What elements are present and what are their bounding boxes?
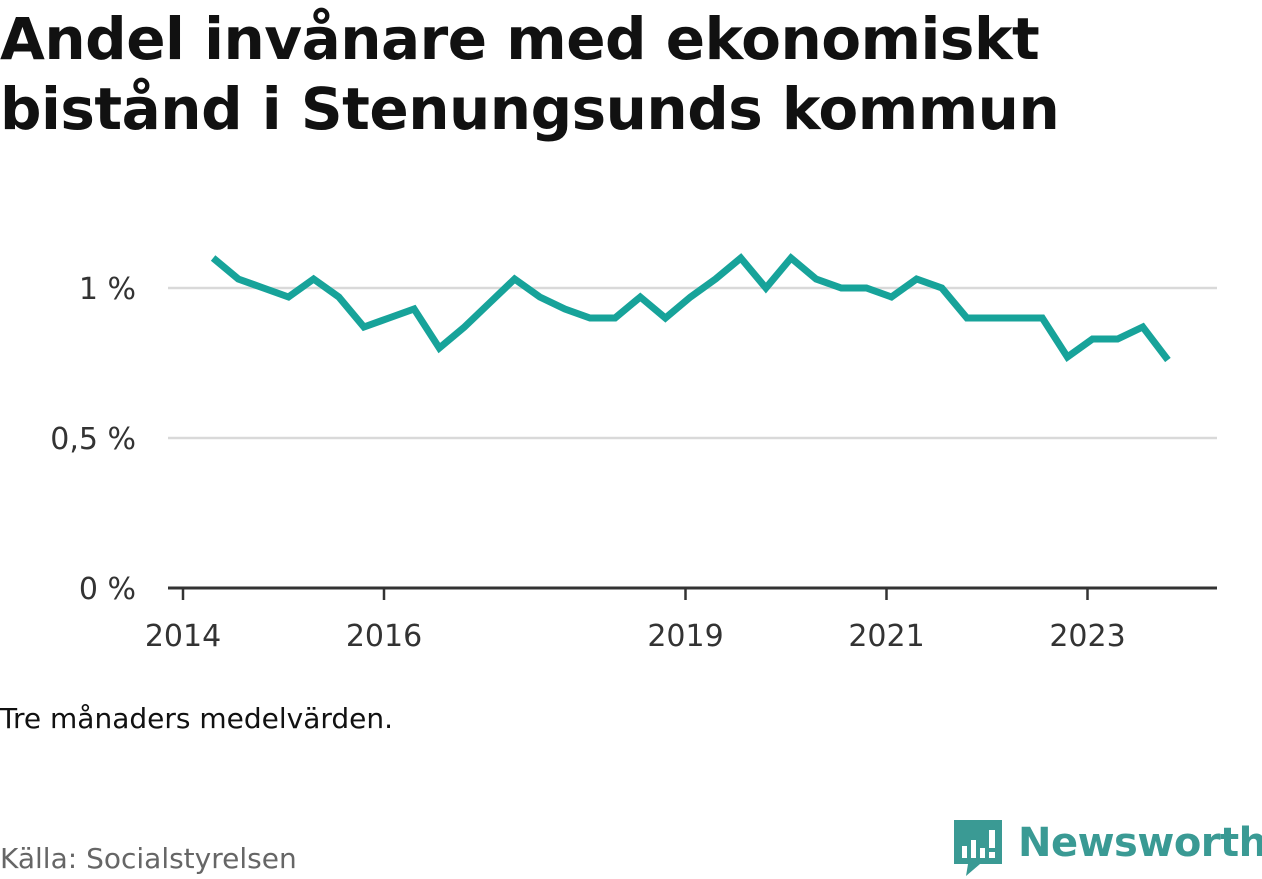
data-point [590,318,591,319]
data-point [615,318,616,319]
data-point [791,258,792,259]
x-tick-label: 2019 [647,619,723,654]
data-point [238,279,239,280]
brand-logo[interactable]: Newsworthy [950,818,1262,878]
data-point [841,288,842,289]
data-point [891,297,892,298]
x-tick-label: 2021 [848,619,924,654]
data-point [564,309,565,310]
data-point [1042,318,1043,319]
x-tick-label: 2023 [1049,619,1125,654]
data-point [740,258,741,259]
data-point [363,327,364,328]
data-point [1167,360,1168,361]
grid-lines [168,286,1217,440]
data-series [210,253,1171,363]
data-point [916,279,917,280]
data-point [765,288,766,289]
data-point [414,309,415,310]
source-label: Källa: Socialstyrelsen [0,842,297,875]
y-axis: 0 % 0,5 % 1 % [50,272,136,607]
data-point [1067,357,1068,358]
y-tick-label: 0 % [79,572,136,607]
data-point [313,279,314,280]
brand-name: Newsworthy [1018,820,1262,866]
data-point [941,288,942,289]
data-point [992,318,993,319]
data-point [514,279,515,280]
y-tick-label: 1 % [79,272,136,307]
data-point [1092,339,1093,340]
data-point [1017,318,1018,319]
data-point [338,297,339,298]
data-point [640,297,641,298]
data-point [1142,327,1143,328]
line-chart: 0 % 0,5 % 1 % 2014 2016 2019 2021 2023 [50,253,1217,654]
data-point [288,297,289,298]
data-point [489,303,490,304]
data-point [715,279,716,280]
x-axis: 2014 2016 2019 2021 2023 [145,586,1217,654]
data-point [213,258,214,259]
data-point [439,348,440,349]
data-point [263,288,264,289]
y-tick-label: 0,5 % [50,422,136,457]
data-point [665,318,666,319]
data-point [464,327,465,328]
chart-title: Andel invånare med ekonomiskt bistånd i … [0,5,1060,143]
data-point [690,297,691,298]
data-point [966,318,967,319]
x-tick-label: 2016 [346,619,422,654]
series-line [210,253,1171,363]
chart-note: Tre månaders medelvärden. [0,702,394,735]
data-point [539,297,540,298]
x-tick-label: 2014 [145,619,221,654]
data-point [389,318,390,319]
data-point [816,279,817,280]
data-point [1117,339,1118,340]
data-point [866,288,867,289]
newsworthy-logo-icon [954,820,1002,876]
